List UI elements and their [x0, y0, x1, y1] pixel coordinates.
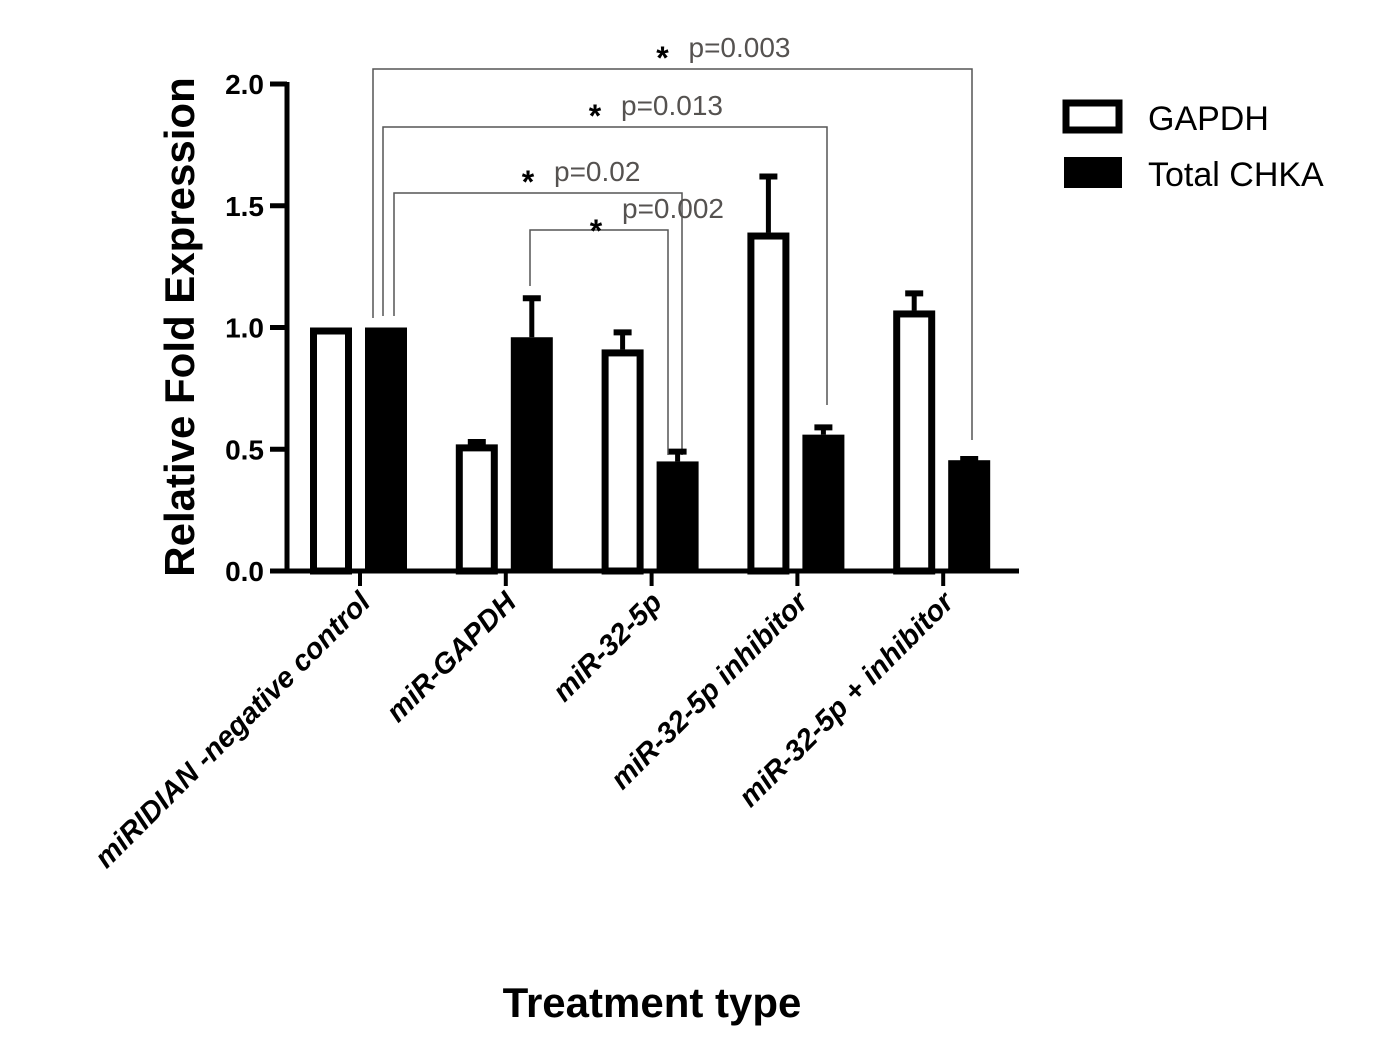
legend-swatch-gapdh [1062, 99, 1123, 134]
y-tick-label: 1.5 [225, 191, 264, 222]
bar-group-total-chka [365, 327, 407, 571]
significance-star: * [522, 164, 535, 200]
bracket-line [529, 229, 669, 455]
bar-group-gapdh [893, 290, 936, 575]
bracket-p-0-002: * p=0.002 [529, 193, 724, 455]
bar-group-gapdh [455, 438, 498, 575]
x-tick-label: miR-GAPDH [380, 586, 523, 729]
p-value-label: p=0.002 [622, 193, 724, 224]
bar-group-total-chka [510, 295, 553, 571]
bar-gapdh [601, 349, 644, 575]
bar-group-gapdh [601, 329, 644, 575]
y-tick-label: 0.5 [225, 434, 264, 465]
x-ticks: miRIDIAN -negative control miR-GAPDH miR-3… [89, 571, 961, 875]
bar-group-total-chka [802, 424, 845, 571]
bar-group-total-chka [656, 448, 699, 571]
bracket-line [382, 126, 828, 405]
y-tick-label: 1.0 [225, 313, 264, 344]
bar-total-chka [510, 337, 553, 571]
x-tick-label: miR-32-5p [547, 586, 669, 708]
p-value-label: p=0.013 [621, 90, 723, 121]
bar-gapdh [747, 232, 790, 575]
bar-group-total-chka [948, 455, 991, 571]
bar-total-chka [802, 434, 845, 571]
bracket-p-0-013: * p=0.013 [382, 90, 828, 405]
y-tick-label: 0.0 [225, 556, 264, 587]
bar-group-gapdh [747, 173, 790, 575]
y-ticks: 0.0 0.5 1.0 1.5 2.0 [225, 69, 287, 587]
significance-star: * [656, 40, 669, 76]
x-axis-title: Treatment type [503, 979, 802, 1026]
legend-label-gapdh: GAPDH [1148, 100, 1269, 138]
bars [310, 173, 991, 575]
x-tick-label: miRIDIAN -negative control [89, 586, 378, 875]
bracket-p-0-003: * p=0.003 [372, 32, 973, 440]
bracket-p-0-02: * p=0.02 [393, 156, 683, 455]
bar-total-chka [365, 327, 407, 571]
p-value-label: p=0.02 [554, 156, 640, 187]
bar-total-chka [948, 460, 991, 571]
bar-total-chka [656, 461, 699, 571]
y-tick-label: 2.0 [225, 69, 264, 100]
legend-label-total-chka: Total CHKA [1148, 156, 1324, 194]
bar-group-gapdh [310, 327, 352, 575]
bar-gapdh [893, 310, 936, 575]
bar-gapdh [310, 327, 352, 575]
bracket-line [393, 192, 683, 455]
y-axis-title: Relative Fold Expression [156, 77, 203, 577]
significance-star: * [589, 98, 602, 134]
legend-swatch-total-chka [1064, 157, 1122, 188]
p-value-label: p=0.003 [689, 32, 791, 63]
legend: GAPDH Total CHKA [1062, 99, 1324, 194]
bar-gapdh [455, 444, 498, 575]
bracket-line [372, 68, 973, 440]
significance-star: * [590, 213, 603, 249]
significance-brackets: * p=0.003 * p=0.013 * p=0.02 * p=0.002 [372, 32, 973, 455]
